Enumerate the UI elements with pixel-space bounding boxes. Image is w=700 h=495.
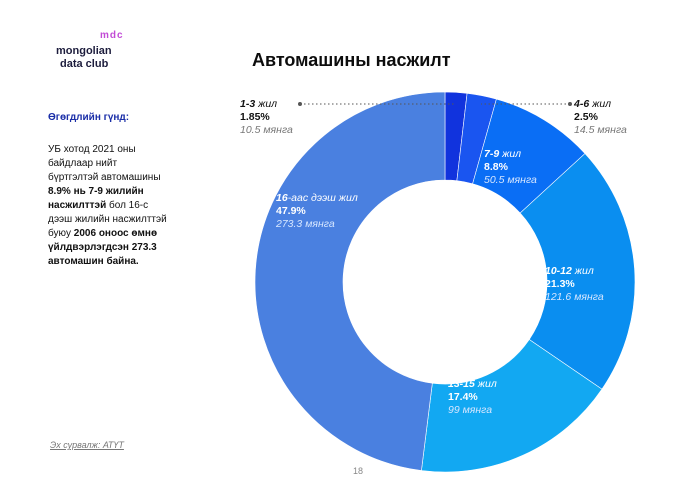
slice-label-13-15: 13-15 жил 17.4% 99 мянга <box>448 378 497 417</box>
leader-dot-1-3 <box>298 102 302 106</box>
insight-text-2: бол 16-с дээш жилийн насжилттэй буюу <box>48 200 167 239</box>
slice-label-4-6: 4-6 жил 2.5% 14.5 мянга <box>574 98 627 137</box>
slice-range-value: 16 <box>276 192 288 204</box>
slice-count: 99 мянга <box>448 404 493 416</box>
insight-heading: Өгөгдлийн гүнд: <box>48 112 130 123</box>
slice-count: 10.5 мянга <box>240 124 293 136</box>
slice-range: 1-3 жил <box>240 98 293 111</box>
slice-range-unit: -аас дээш жил <box>287 192 358 204</box>
slice-range: 7-9 жил <box>484 148 537 161</box>
slice-percent: 2.5% <box>574 111 598 123</box>
slice-range-value: 10-12 <box>545 265 572 277</box>
slice-range-value: 1-3 <box>240 98 256 110</box>
slice-range-unit: жил <box>255 98 278 110</box>
slice-range-unit: жил <box>499 148 522 160</box>
slice-label-16: 16-аас дээш жил 47.9% 273.3 мянга <box>276 192 358 231</box>
brand-logo: mdc mongolian data club <box>56 30 136 74</box>
slice-label-10-12: 10-12 жил 21.3% 121.6 мянга <box>545 265 604 304</box>
slice-count: 50.5 мянга <box>484 174 537 186</box>
slice-percent: 1.85% <box>240 111 270 123</box>
slice-range: 16-аас дээш жил <box>276 192 358 205</box>
slice-count: 273.3 мянга <box>276 218 335 230</box>
slice-percent: 21.3% <box>545 278 575 290</box>
insight-bold-1: 8.9% нь 7-9 жилийн насжилттэй <box>48 186 144 211</box>
page-number: 18 <box>353 466 364 476</box>
slice-range-value: 7-9 <box>484 148 500 160</box>
slice-range-unit: жил <box>571 265 594 277</box>
slice-range-unit: жил <box>589 98 612 110</box>
slice-range-value: 4-6 <box>574 98 590 110</box>
slice-label-7-9: 7-9 жил 8.8% 50.5 мянга <box>484 148 537 187</box>
slice-percent: 17.4% <box>448 391 478 403</box>
brand-mark: mdc <box>100 30 124 41</box>
slice-range: 10-12 жил <box>545 265 604 278</box>
insight-bold-2: 2006 оноос өмнө үйлдвэрлэгдсэн 273.3 авт… <box>48 228 158 267</box>
slice-range: 4-6 жил <box>574 98 627 111</box>
slice-13-15 <box>421 339 603 473</box>
leader-dot-4-6 <box>568 102 572 106</box>
insight-panel: Өгөгдлийн гүнд: УБ хотод 2021 оны байдла… <box>48 112 168 269</box>
slice-percent: 47.9% <box>276 205 306 217</box>
insight-text: УБ хотод 2021 оны байдлаар нийт бүртгэлт… <box>48 143 168 269</box>
source-note: Эх сурвалж: АТҮТ <box>50 440 124 450</box>
slice-16 <box>254 91 446 471</box>
slice-range-unit: жил <box>474 378 497 390</box>
slice-count: 14.5 мянга <box>574 124 627 136</box>
brand-line-2: data club <box>60 58 109 70</box>
insight-text-1: УБ хотод 2021 оны байдлаар нийт бүртгэлт… <box>48 144 161 183</box>
slice-label-1-3: 1-3 жил 1.85% 10.5 мянга <box>240 98 293 137</box>
slice-range: 13-15 жил <box>448 378 497 391</box>
slice-percent: 8.8% <box>484 161 508 173</box>
page-title: Автомашины насжилт <box>252 50 451 70</box>
slice-10-12 <box>519 153 636 390</box>
slice-count: 121.6 мянга <box>545 291 604 303</box>
brand-line-1: mongolian <box>56 45 112 57</box>
slice-range-value: 13-15 <box>448 378 475 390</box>
